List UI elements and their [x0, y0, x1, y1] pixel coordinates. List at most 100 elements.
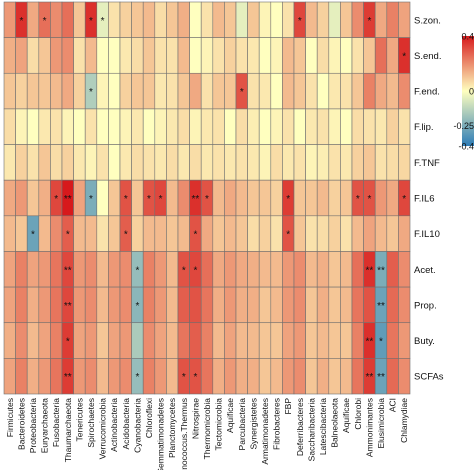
heatmap-cell	[374, 215, 388, 252]
heatmap-cell	[235, 358, 248, 395]
heatmap-cell	[15, 358, 28, 395]
heatmap-cell	[212, 358, 225, 395]
heatmap-cell	[131, 215, 144, 252]
significance-marker: *	[124, 230, 128, 241]
heatmap-cell	[61, 1, 74, 38]
heatmap-cell	[247, 215, 260, 252]
heatmap-cell	[73, 358, 86, 395]
heatmap-cell	[374, 72, 388, 110]
heatmap-cell	[224, 1, 237, 38]
heatmap-cell	[328, 322, 341, 359]
heatmap-cell	[247, 179, 260, 217]
heatmap-cell	[3, 215, 16, 252]
heatmap-cell	[247, 251, 260, 288]
heatmap-cell	[363, 144, 376, 181]
heatmap-cell	[351, 37, 364, 74]
heatmap-cell	[386, 322, 399, 359]
heatmap-cell	[84, 358, 98, 395]
significance-marker: **	[377, 301, 385, 312]
heatmap-cell	[84, 144, 98, 181]
heatmap-cell	[398, 72, 411, 110]
heatmap-cell	[212, 179, 225, 217]
column-label: Thaumarchaeota	[63, 398, 73, 463]
row-label: Buty.	[414, 336, 435, 347]
heatmap-cell	[235, 1, 248, 38]
heatmap-cell	[316, 215, 330, 252]
heatmap-cell	[177, 215, 190, 252]
heatmap-cell	[374, 144, 388, 181]
heatmap-cell	[200, 251, 214, 288]
heatmap-cell	[108, 108, 121, 145]
significance-marker: *	[379, 337, 383, 348]
column-label: Parcubacteria	[237, 398, 247, 451]
heatmap-cell	[50, 1, 63, 38]
heatmap-cell	[235, 144, 248, 181]
significance-marker: *	[135, 372, 139, 383]
heatmap-cell	[73, 286, 86, 324]
heatmap-cell	[166, 322, 179, 359]
heatmap-cell	[166, 37, 179, 74]
significance-marker: *	[101, 16, 105, 27]
row-label: F.TNF	[414, 158, 440, 169]
heatmap-cell	[84, 215, 98, 252]
heatmap-cell	[142, 358, 156, 395]
heatmap-cell	[212, 286, 225, 324]
heatmap-cell	[15, 322, 28, 359]
heatmap-cell	[154, 286, 167, 324]
heatmap-cell	[316, 286, 330, 324]
heatmap-cell	[84, 286, 98, 324]
column-label: Bacteroidetes	[16, 398, 26, 450]
heatmap-cell	[328, 179, 341, 217]
heatmap-cell	[131, 72, 144, 110]
heatmap-cell	[224, 358, 237, 395]
column-label: Tenericutes	[74, 398, 84, 441]
heatmap-cell	[305, 322, 318, 359]
heatmap-cell	[154, 72, 167, 110]
column-label: FBP	[283, 398, 293, 415]
heatmap-cell	[3, 322, 16, 359]
column-label: Chlorobi	[353, 398, 363, 430]
heatmap-cell	[177, 179, 190, 217]
heatmap-cell	[50, 322, 63, 359]
heatmap-cell	[177, 37, 190, 74]
heatmap-cell	[50, 72, 63, 110]
significance-marker: **	[366, 265, 374, 276]
heatmap-cell	[224, 37, 237, 74]
heatmap-cell	[340, 72, 353, 110]
column-label: Aquificae	[225, 398, 235, 433]
significance-marker: *	[367, 16, 371, 27]
heatmap-cell	[328, 358, 341, 395]
heatmap-cell	[340, 179, 353, 217]
significance-marker: *	[66, 230, 70, 241]
heatmap-cell	[166, 1, 179, 38]
heatmap-cell	[84, 108, 98, 145]
heatmap-cell	[15, 286, 28, 324]
heatmap-cell	[305, 108, 318, 145]
heatmap-cell	[200, 1, 214, 38]
heatmap-cell	[316, 322, 330, 359]
heatmap-cell	[189, 322, 202, 359]
significance-marker: *	[89, 87, 93, 98]
heatmap-cell	[108, 358, 121, 395]
heatmap-cell	[142, 322, 156, 359]
column-label: Tectomicrobia	[214, 398, 224, 451]
heatmap-cell	[200, 108, 214, 145]
heatmap-cell	[73, 179, 86, 217]
heatmap-cell	[212, 215, 225, 252]
heatmap-cell	[270, 322, 283, 359]
heatmap-cell	[96, 286, 109, 324]
heatmap-cell	[235, 37, 248, 74]
heatmap-cell	[270, 144, 283, 181]
heatmap-cell	[50, 144, 63, 181]
colorbar-ticks: 0.4 0 -0.25 -0.4	[453, 32, 474, 152]
significance-marker: *	[124, 194, 128, 205]
heatmap-cell	[386, 108, 399, 145]
heatmap-cell	[270, 358, 283, 395]
row-label: SCFAs	[414, 372, 444, 383]
heatmap-cell	[200, 286, 214, 324]
heatmap-cell	[282, 358, 295, 395]
heatmap-cell	[166, 72, 179, 110]
significance-marker: *	[367, 194, 371, 205]
heatmap-cell	[26, 358, 40, 395]
heatmap-cell	[270, 215, 283, 252]
